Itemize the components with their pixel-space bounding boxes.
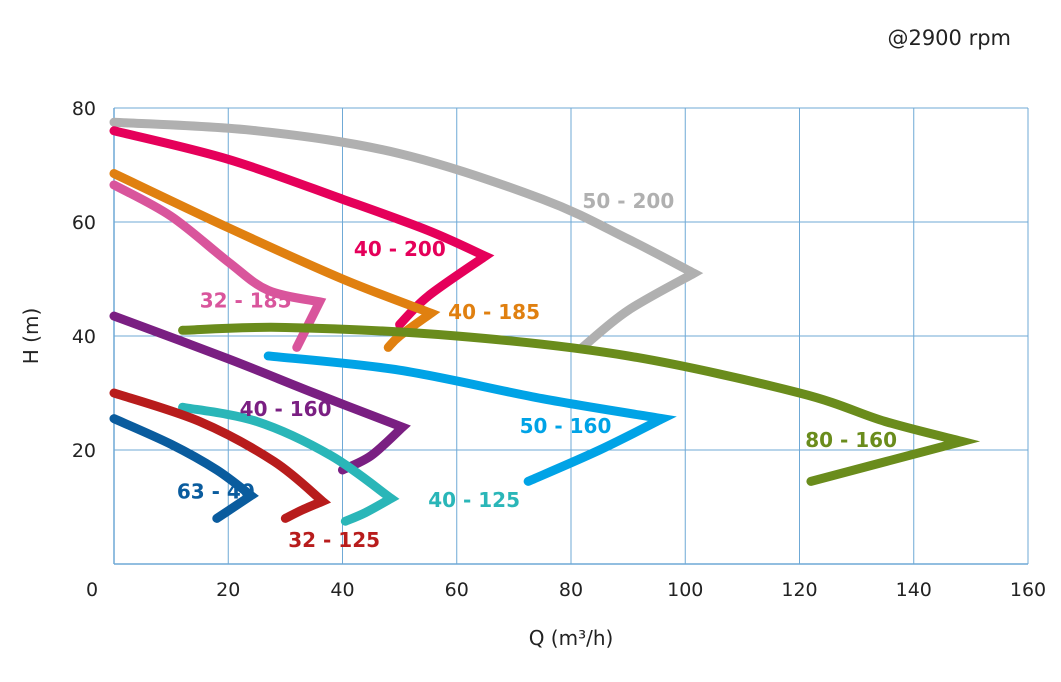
y-tick-label: 60: [72, 212, 96, 234]
series-label-3: 32 - 185: [200, 289, 292, 313]
series-label-2: 40 - 185: [448, 300, 540, 324]
series-label-4: 40 - 160: [240, 397, 332, 421]
x-tick-label: 20: [216, 579, 240, 601]
x-tick-label: 40: [330, 579, 354, 601]
series-curve-0: [109, 117, 704, 352]
x-tick-label: 140: [896, 579, 932, 601]
series-curve-5: [178, 322, 981, 486]
rpm-note: @2900 rpm: [887, 26, 1011, 50]
series-curve-1: [109, 126, 495, 330]
series-label-5: 80 - 160: [805, 428, 897, 452]
x-tick-label: 80: [559, 579, 583, 601]
series-curve-8: [109, 388, 332, 523]
y-axis-label: H (m): [19, 308, 43, 364]
series-label-6: 50 - 160: [520, 414, 612, 438]
series-curve-3: [109, 180, 327, 352]
x-tick-label: 120: [781, 579, 817, 601]
x-tick-label: 160: [1010, 579, 1046, 601]
series-curve-4: [109, 311, 411, 475]
series-curve-7: [178, 402, 400, 526]
y-tick-label: 20: [72, 440, 96, 462]
series-label-7: 40 - 125: [428, 488, 520, 512]
series-curve-9: [109, 414, 259, 523]
y-tick-label: 80: [72, 98, 96, 120]
x-axis-label: Q (m³/h): [529, 626, 614, 650]
x-tick-label: 100: [667, 579, 703, 601]
series-label-0: 50 - 200: [582, 189, 674, 213]
axes: 0 20 40 60 80 100 120 140 160 20 40 60 80: [72, 98, 1046, 601]
x-tick-label: 60: [445, 579, 469, 601]
y-tick-label: 40: [72, 326, 96, 348]
series-labels: 50 - 200 40 - 200 40 - 185 32 - 185 40 - 160…: [177, 189, 897, 552]
series-label-1: 40 - 200: [354, 237, 446, 261]
series-label-8: 32 - 125: [288, 528, 380, 552]
series-label-9: 63 - 40: [177, 479, 255, 503]
series-curve-6: [263, 351, 677, 486]
series-group: [109, 117, 981, 526]
x-tick-label: 0: [86, 579, 98, 601]
